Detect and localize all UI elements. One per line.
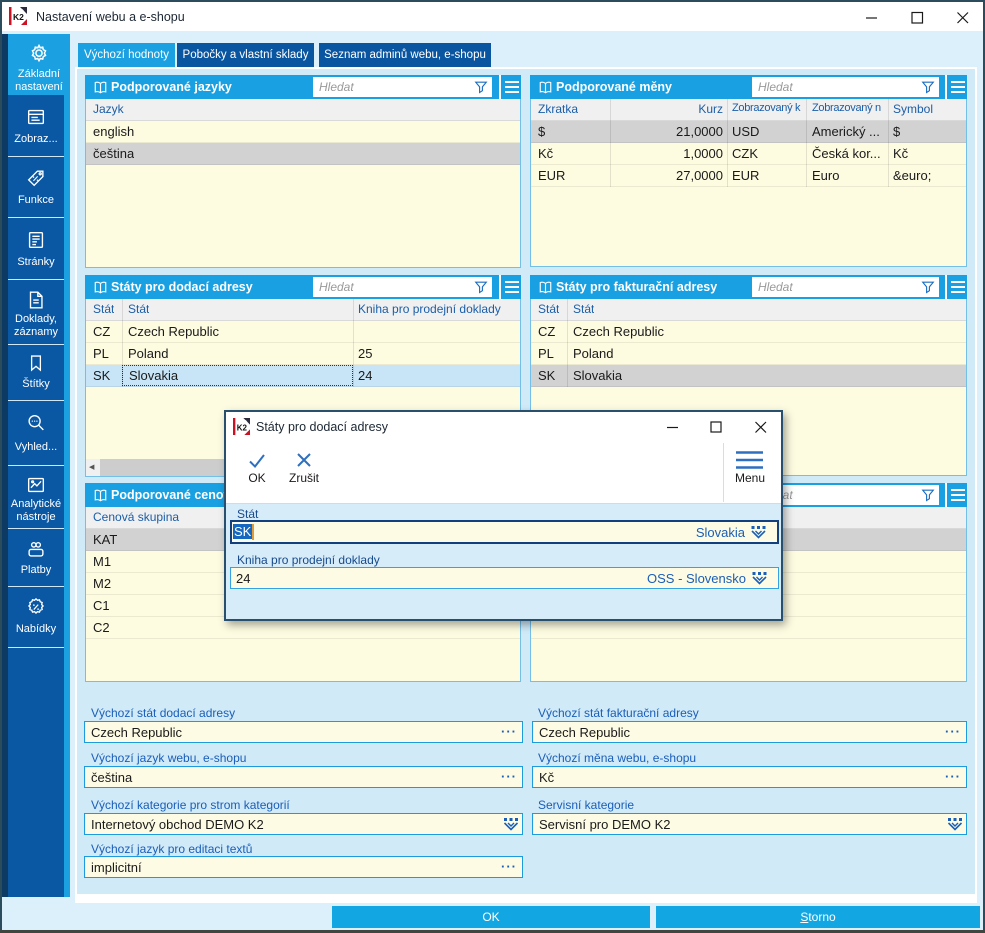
svg-text:K2: K2 [13,12,24,22]
svg-text:K2: K2 [237,423,248,432]
